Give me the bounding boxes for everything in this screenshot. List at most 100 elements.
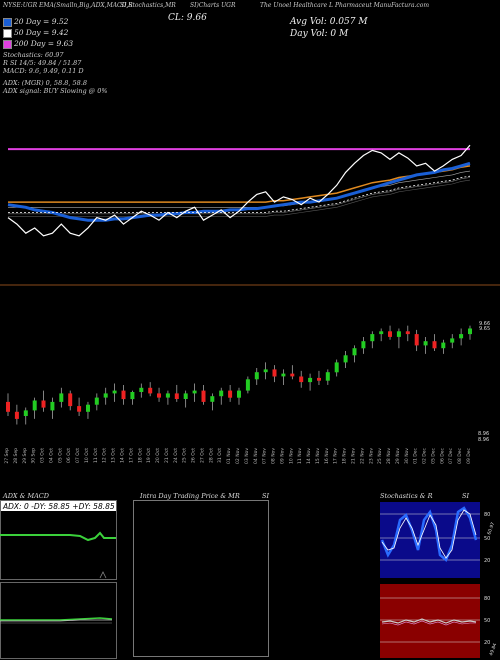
date-tick-label: 17 Nov — [333, 448, 339, 464]
date-tick-label: 17 Oct — [128, 448, 134, 463]
intra-panel-title: Intra Day Trading Price & MR — [140, 492, 240, 500]
candle-body — [414, 334, 419, 346]
candle-body — [174, 393, 179, 399]
date-tick-label: 08 Nov — [271, 448, 277, 464]
date-tick-label: 27 Oct — [199, 448, 205, 463]
date-tick-label: 22 Nov — [359, 448, 365, 464]
date-tick-label: 16 Nov — [324, 448, 330, 464]
rsi-axis-50: 50 — [484, 618, 490, 624]
date-tick-label: 14 Nov — [306, 448, 312, 464]
date-tick-label: 08 Dec — [457, 447, 463, 463]
date-tick-label: 26 Oct — [191, 448, 197, 463]
candle-body — [201, 390, 206, 402]
ema20-line — [7, 161, 471, 222]
candle-body — [94, 397, 99, 405]
stoch-stat: Stochastics: 60.97 — [3, 51, 64, 59]
rsi-panel: 80 50 20 49.84 — [378, 582, 500, 660]
candle-body — [103, 393, 108, 398]
date-tick-label: 15 Nov — [315, 448, 321, 464]
day-vol-label: Day Vol: 0 M — [290, 29, 349, 39]
candle-body — [468, 328, 472, 335]
date-tick-label: 18 Nov — [342, 448, 348, 464]
candle-body — [41, 400, 46, 408]
candle-body — [325, 372, 330, 381]
stoch-axis-80: 80 — [484, 512, 490, 518]
candle-body — [441, 342, 446, 349]
adx-line — [0, 531, 116, 542]
legend-swatch-50 — [3, 28, 12, 38]
date-tick-label: 11 Oct — [93, 448, 99, 463]
header-left: NYSE:UGR EMA(Smalln,Big,ADX,MACD,R — [3, 2, 133, 9]
candle-body — [14, 411, 19, 419]
stoch-tag: 60.97 — [486, 521, 496, 535]
band-lower-line — [8, 179, 471, 217]
date-tick-label: 03 Oct — [40, 448, 46, 463]
rsi-axis-80: 80 — [484, 596, 490, 602]
date-tick-label: 05 Oct — [57, 448, 63, 463]
legend-label-200: 200 Day = 9.63 — [14, 39, 74, 48]
date-tick-label: 31 Oct — [217, 448, 223, 463]
legend-label-50: 50 Day = 9.42 — [14, 28, 69, 37]
date-tick-label: 29 Nov — [395, 448, 401, 464]
date-tick-label: 18 Oct — [137, 448, 143, 463]
candle-body — [396, 331, 401, 337]
date-tick-label: 06 Oct — [66, 448, 72, 463]
candle-body — [112, 390, 117, 394]
candle-body — [121, 390, 126, 400]
ema50-line — [8, 175, 471, 213]
date-tick-label: 09 Dec — [466, 447, 472, 463]
candle-body — [370, 334, 375, 342]
date-tick-label: 20 Oct — [155, 448, 161, 463]
candle-body — [245, 379, 250, 391]
candle-body — [50, 401, 55, 411]
adx-panel-frame — [0, 500, 117, 580]
candle-body — [59, 393, 64, 402]
candle-body — [343, 355, 348, 363]
adx-panel: ADX: 0 -DY: 58.85 +DY: 58.85 — [0, 500, 117, 580]
adx-stat: ADX: (MGR) 0, 58.8, 58.8 — [3, 79, 88, 87]
candle-body — [228, 390, 233, 398]
candle-body — [379, 331, 384, 335]
candle-body — [165, 393, 170, 398]
date-tick-label: 02 Nov — [235, 448, 241, 464]
date-tick-label: 07 Dec — [448, 447, 454, 463]
legend-ema20: 20 Day = 9.52 — [3, 17, 68, 27]
candle-body — [32, 400, 37, 411]
orange-ema-line — [8, 165, 471, 203]
rsi-signal — [381, 620, 476, 626]
candle-body — [388, 331, 392, 337]
macd-stat: MACD: 9.6, 9.49, 0.11 D — [3, 67, 84, 75]
price-label-top2: 9.65 — [479, 326, 490, 332]
date-axis: 27 Sep 28 Sep 29 Sep 30 Sep 03 Oct 04 Oct 05 O… — [4, 447, 472, 463]
legend-label-20: 20 Day = 9.52 — [14, 17, 69, 26]
candle-body — [272, 369, 277, 377]
date-tick-label: 30 Nov — [404, 448, 410, 464]
candle-body — [23, 410, 28, 416]
candle-body — [432, 341, 437, 349]
date-tick-label: 10 Oct — [84, 448, 90, 463]
stoch-panel-si: SI — [462, 492, 470, 500]
candle-body — [157, 393, 161, 398]
candle-body — [183, 393, 188, 399]
date-tick-label: 11 Nov — [297, 448, 303, 464]
date-tick-label: 19 Oct — [146, 448, 152, 463]
date-tick-label: 25 Nov — [377, 448, 383, 464]
date-tick-label: 10 Nov — [288, 448, 294, 464]
candle-body — [6, 401, 10, 412]
candle-body — [459, 334, 464, 339]
candle-body — [405, 331, 410, 335]
candle-body — [361, 341, 366, 349]
date-tick-label: 21 Oct — [164, 448, 170, 463]
date-tick-label: 14 Oct — [120, 448, 126, 463]
date-tick-label: 05 Dec — [430, 447, 436, 463]
adx-info-text: ADX: 0 -DY: 58.85 +DY: 58.85 — [2, 502, 115, 511]
header-mid: SI,Stochastics,MR — [120, 2, 176, 9]
candle-body — [450, 338, 455, 343]
candle-body — [139, 387, 144, 392]
stoch-k — [380, 506, 478, 563]
header-right: The Unoel Healthcare L Pharmaceut ManuFa… — [260, 2, 430, 9]
band-upper-line — [8, 170, 471, 208]
candle-body — [86, 404, 90, 412]
date-tick-label: 07 Oct — [75, 448, 81, 463]
candle-body — [281, 373, 286, 377]
